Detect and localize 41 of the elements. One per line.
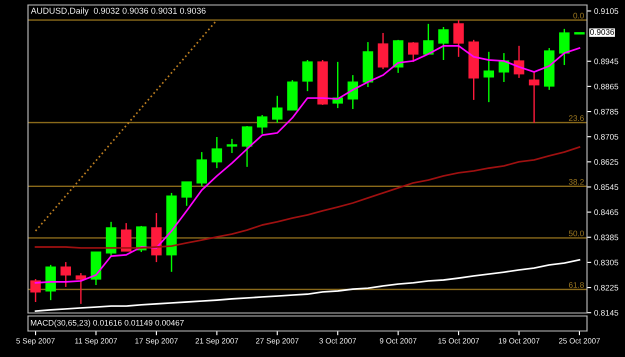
y-tick-label: 0.8625 <box>594 159 618 165</box>
candlestick <box>528 70 540 124</box>
candlestick <box>348 74 358 110</box>
candlestick <box>196 151 207 187</box>
y-tick-label: 0.8865 <box>594 84 618 90</box>
y-tick-label: 0.8465 <box>594 209 618 216</box>
candlestick <box>60 261 72 288</box>
y-tick-label: 0.8705 <box>594 134 618 140</box>
candlestick <box>30 278 41 303</box>
candlestick <box>453 19 464 58</box>
candlestick <box>76 272 86 305</box>
chart-title: AUDUSD,Daily 0.9032 0.9036 0.9031 0.9036 <box>30 7 206 16</box>
y-tick-label: 0.8385 <box>594 234 618 240</box>
candlestick <box>120 222 132 252</box>
candlestick <box>181 181 192 207</box>
y-tick-label: 0.8305 <box>594 260 618 266</box>
candlestick <box>408 41 418 63</box>
y-tick-label: 0.8945 <box>594 58 618 64</box>
annotation: 38.2 <box>568 179 584 185</box>
candlestick <box>378 32 388 70</box>
candlestick <box>484 51 494 103</box>
candlestick <box>256 114 268 135</box>
candlestick <box>242 125 252 168</box>
candlestick <box>559 28 570 66</box>
y-tick-label: 0.8225 <box>594 284 618 291</box>
y-tick-label: 0.8785 <box>594 108 618 115</box>
candlestick <box>423 23 434 55</box>
candlestick <box>45 264 56 301</box>
y-tick-label: 0.8145 <box>594 310 618 316</box>
y-tick-label: 0.8545 <box>594 184 618 190</box>
y-tick-label: 0.9105 <box>594 8 618 14</box>
annotation: 50.0 <box>568 230 584 236</box>
text: 0.9036 <box>590 29 614 35</box>
annotation: 0.0 <box>573 12 584 18</box>
candlestick <box>302 59 313 92</box>
candlestick <box>212 136 222 169</box>
annotation: 23.6 <box>568 115 584 121</box>
candlestick <box>438 26 449 61</box>
candlestick <box>272 95 283 124</box>
annotation: 61.8 <box>568 282 584 288</box>
text: MACD(30,65,23) 0.01616 0.01149 0.00467 <box>30 320 184 328</box>
